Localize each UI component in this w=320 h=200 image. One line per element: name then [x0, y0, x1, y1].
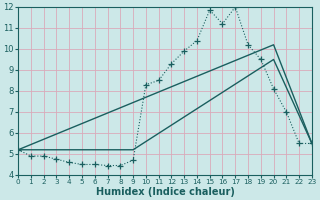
X-axis label: Humidex (Indice chaleur): Humidex (Indice chaleur) [96, 187, 235, 197]
